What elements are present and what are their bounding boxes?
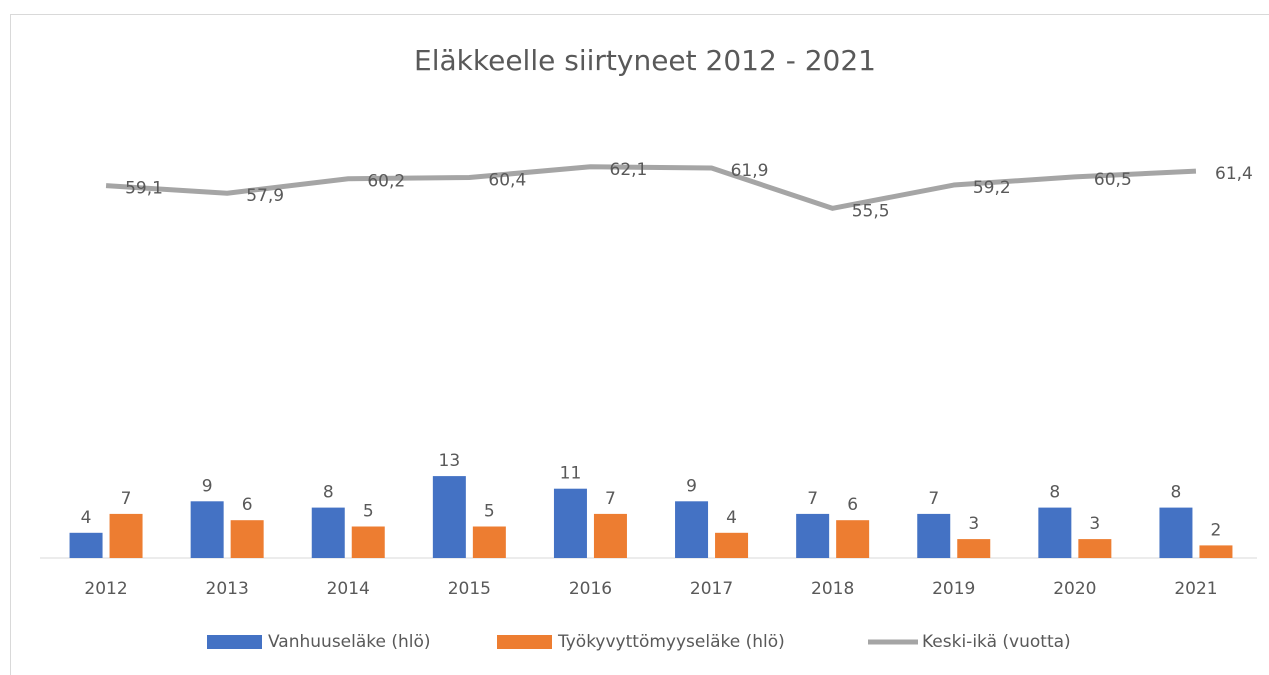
data-label: 55,5 — [852, 201, 890, 221]
data-label: 61,4 — [1215, 164, 1253, 184]
data-label: 9 — [686, 476, 697, 496]
data-label: 5 — [484, 502, 495, 522]
x-tick-label: 2014 — [327, 579, 370, 599]
data-label: 3 — [968, 514, 979, 534]
data-label: 9 — [202, 476, 213, 496]
data-label: 7 — [807, 489, 818, 509]
data-label: 8 — [1049, 483, 1060, 503]
bar — [432, 476, 466, 558]
data-label: 3 — [1089, 514, 1100, 534]
data-label: 6 — [847, 495, 858, 515]
data-label: 59,1 — [125, 179, 163, 199]
bar — [917, 513, 951, 558]
bar — [553, 488, 587, 558]
bar — [1038, 507, 1072, 558]
data-label: 8 — [323, 483, 334, 503]
bar — [311, 507, 345, 558]
x-tick-label: 2012 — [84, 579, 127, 599]
bar — [472, 526, 506, 558]
data-label: 4 — [726, 508, 737, 528]
data-label: 7 — [928, 489, 939, 509]
x-tick-label: 2018 — [811, 579, 854, 599]
bar — [1159, 507, 1193, 558]
x-tick-label: 2020 — [1053, 579, 1096, 599]
bar — [351, 526, 385, 558]
x-tick-label: 2019 — [932, 579, 975, 599]
x-tick-label: 2013 — [206, 579, 249, 599]
legend-label: Keski-ikä (vuotta) — [922, 632, 1071, 652]
line — [105, 164, 1197, 211]
data-label: 5 — [363, 502, 374, 522]
data-label: 62,1 — [610, 160, 648, 180]
data-label: 6 — [242, 495, 253, 515]
bar — [675, 501, 709, 558]
legend-label: Työkyvyttömyyseläke (hlö) — [557, 632, 785, 652]
data-label: 8 — [1171, 483, 1182, 503]
data-label: 13 — [439, 451, 461, 471]
x-tick-label: 2021 — [1174, 579, 1217, 599]
data-label: 4 — [81, 508, 92, 528]
legend-swatch — [207, 635, 262, 649]
x-tick-label: 2017 — [690, 579, 733, 599]
bar — [836, 520, 870, 558]
bar — [190, 501, 224, 558]
bar — [1078, 539, 1112, 558]
bar — [109, 513, 143, 558]
legend-label: Vanhuuseläke (hlö) — [268, 632, 431, 652]
x-tick-label: 2016 — [569, 579, 612, 599]
data-label: 7 — [605, 489, 616, 509]
data-label: 60,5 — [1094, 170, 1132, 190]
bar — [957, 539, 991, 558]
data-label: 57,9 — [246, 186, 284, 206]
bar — [796, 513, 830, 558]
bar — [593, 513, 627, 558]
bar — [1199, 545, 1233, 558]
chart-title: Eläkkeelle siirtyneet 2012 - 2021 — [414, 44, 876, 77]
data-label: 11 — [560, 464, 582, 484]
bar — [230, 520, 264, 558]
data-label: 7 — [121, 489, 132, 509]
bar — [715, 532, 749, 558]
data-label: 61,9 — [731, 161, 769, 181]
x-tick-label: 2015 — [448, 579, 491, 599]
data-label: 60,4 — [488, 170, 526, 190]
legend-swatch — [497, 635, 552, 649]
chart-frame — [10, 14, 1269, 675]
bar — [69, 532, 103, 558]
data-label: 60,2 — [367, 172, 405, 192]
data-label: 59,2 — [973, 178, 1011, 198]
data-label: 2 — [1211, 520, 1222, 540]
